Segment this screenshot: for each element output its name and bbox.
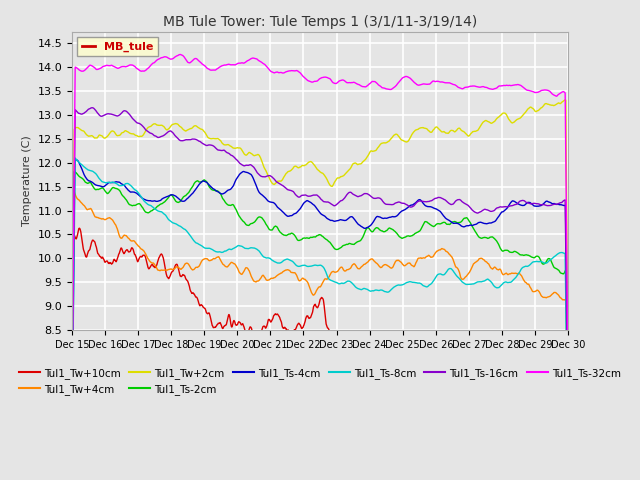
Tul1_Tw+2cm: [68, 410, 76, 416]
Tul1_Tw+2cm: [298, 163, 305, 169]
Tul1_Ts-4cm: [68, 445, 76, 451]
Line: Tul1_Tw+2cm: Tul1_Tw+2cm: [72, 100, 568, 413]
Tul1_Ts-2cm: [298, 236, 306, 242]
Tul1_Tw+4cm: [68, 458, 76, 464]
Tul1_Ts-16cm: [351, 192, 358, 198]
Tul1_Ts-2cm: [289, 231, 297, 237]
Tul1_Ts-32cm: [68, 398, 76, 404]
Tul1_Ts-32cm: [351, 80, 358, 85]
Tul1_Ts-16cm: [107, 111, 115, 117]
Line: Tul1_Tw+4cm: Tul1_Tw+4cm: [72, 191, 568, 480]
Line: Tul1_Tw+10cm: Tul1_Tw+10cm: [72, 228, 568, 480]
Tul1_Ts-32cm: [279, 70, 287, 76]
Tul1_Tw+2cm: [561, 97, 569, 103]
Title: MB Tule Tower: Tule Temps 1 (3/1/11-3/19/14): MB Tule Tower: Tule Temps 1 (3/1/11-3/19…: [163, 15, 477, 29]
Tul1_Tw+4cm: [279, 269, 287, 275]
Tul1_Ts-2cm: [279, 231, 287, 237]
Line: Tul1_Ts-4cm: Tul1_Ts-4cm: [72, 160, 568, 448]
Tul1_Ts-32cm: [289, 68, 297, 74]
Tul1_Ts-16cm: [298, 192, 306, 198]
Tul1_Ts-32cm: [106, 63, 114, 69]
Tul1_Tw+10cm: [351, 340, 358, 346]
Tul1_Ts-4cm: [72, 157, 80, 163]
Tul1_Ts-32cm: [298, 72, 306, 78]
Tul1_Ts-32cm: [564, 380, 572, 386]
Tul1_Ts-16cm: [127, 113, 134, 119]
Tul1_Tw+10cm: [279, 324, 287, 330]
Tul1_Ts-2cm: [127, 202, 134, 208]
Tul1_Tw+2cm: [351, 160, 358, 166]
Tul1_Tw+4cm: [564, 479, 572, 480]
Tul1_Tw+10cm: [298, 325, 306, 331]
Tul1_Ts-8cm: [351, 283, 358, 289]
Tul1_Ts-4cm: [289, 212, 297, 217]
Line: Tul1_Ts-2cm: Tul1_Ts-2cm: [72, 172, 568, 480]
Tul1_Tw+4cm: [70, 188, 77, 193]
Line: Tul1_Ts-16cm: Tul1_Ts-16cm: [72, 108, 568, 440]
Legend: Tul1_Tw+10cm, Tul1_Tw+4cm, Tul1_Tw+2cm, Tul1_Ts-2cm, Tul1_Ts-4cm, Tul1_Ts-8cm, T: Tul1_Tw+10cm, Tul1_Tw+4cm, Tul1_Tw+2cm, …: [15, 364, 625, 399]
Tul1_Ts-2cm: [351, 241, 358, 247]
Tul1_Tw+10cm: [289, 331, 297, 337]
Tul1_Ts-4cm: [298, 203, 306, 209]
Tul1_Ts-2cm: [70, 169, 78, 175]
Tul1_Ts-8cm: [289, 259, 297, 265]
Tul1_Ts-2cm: [68, 432, 76, 438]
Tul1_Tw+4cm: [298, 276, 306, 282]
Tul1_Ts-16cm: [88, 105, 96, 110]
Tul1_Ts-32cm: [127, 62, 134, 68]
Tul1_Ts-8cm: [564, 468, 572, 474]
Tul1_Tw+4cm: [289, 270, 297, 276]
Tul1_Ts-16cm: [289, 189, 297, 194]
Tul1_Tw+10cm: [107, 260, 115, 265]
Tul1_Tw+4cm: [351, 261, 358, 267]
Tul1_Tw+2cm: [289, 166, 296, 171]
Tul1_Ts-8cm: [68, 443, 76, 448]
Tul1_Ts-32cm: [177, 52, 184, 58]
Line: Tul1_Ts-8cm: Tul1_Ts-8cm: [72, 158, 568, 471]
Line: Tul1_Ts-32cm: Tul1_Ts-32cm: [72, 55, 568, 401]
Tul1_Tw+2cm: [564, 395, 572, 400]
Tul1_Tw+4cm: [107, 216, 115, 221]
Y-axis label: Temperature (C): Temperature (C): [22, 135, 32, 226]
Tul1_Ts-8cm: [279, 258, 287, 264]
Tul1_Tw+4cm: [127, 238, 134, 243]
Tul1_Ts-2cm: [107, 187, 115, 193]
Tul1_Ts-8cm: [107, 180, 115, 186]
Tul1_Ts-4cm: [351, 216, 358, 222]
Tul1_Ts-4cm: [564, 438, 572, 444]
Tul1_Tw+2cm: [127, 131, 134, 136]
Tul1_Tw+10cm: [76, 225, 83, 231]
Tul1_Tw+2cm: [106, 130, 114, 135]
Tul1_Ts-16cm: [279, 183, 287, 189]
Tul1_Ts-4cm: [127, 189, 134, 195]
Tul1_Tw+2cm: [278, 177, 286, 182]
Tul1_Ts-16cm: [68, 419, 76, 424]
Tul1_Tw+10cm: [127, 247, 134, 253]
Tul1_Ts-8cm: [127, 183, 134, 189]
Tul1_Ts-4cm: [107, 180, 115, 186]
Tul1_Ts-8cm: [298, 263, 306, 268]
Tul1_Ts-4cm: [279, 209, 287, 215]
Tul1_Ts-16cm: [564, 437, 572, 443]
Tul1_Ts-8cm: [71, 155, 79, 161]
